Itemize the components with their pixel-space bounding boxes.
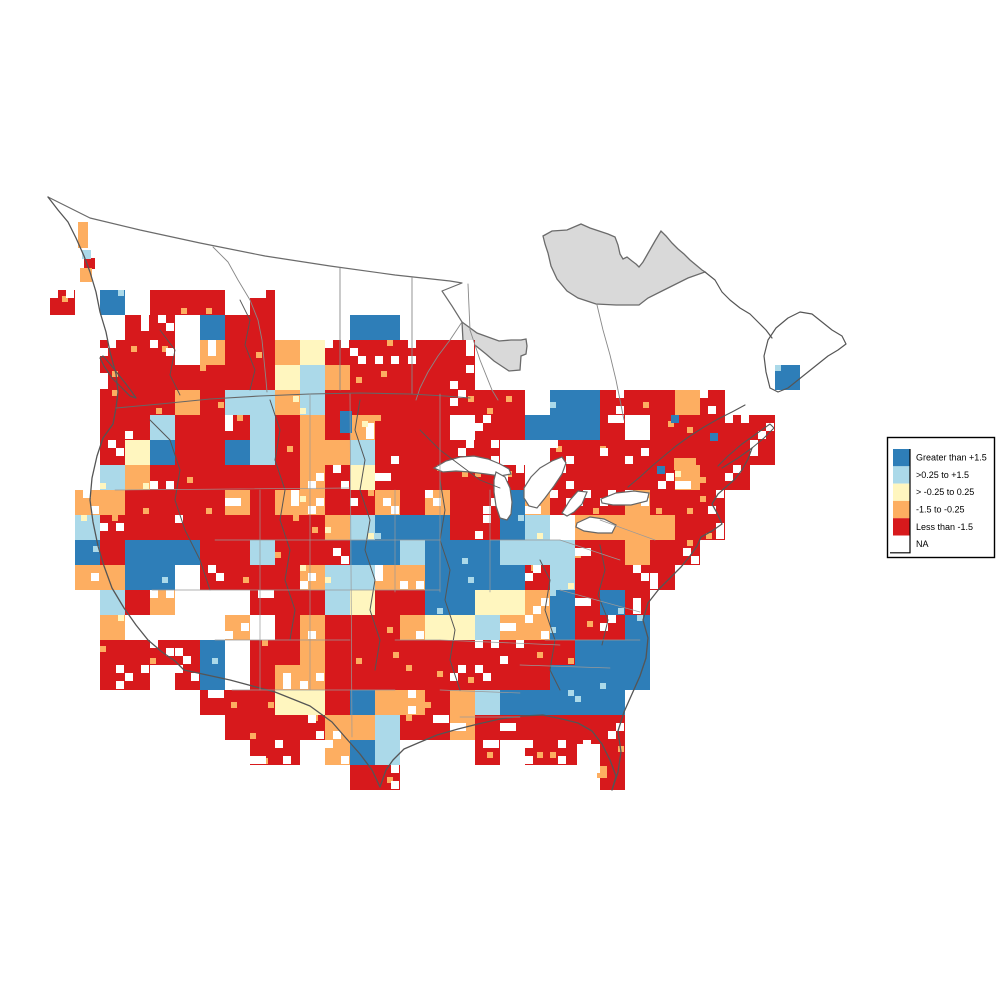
svg-text:>0.25 to +1.5: >0.25 to +1.5 [916,470,969,480]
svg-text:> -0.25 to 0.25: > -0.25 to 0.25 [916,487,974,497]
svg-text:-1.5 to -0.25: -1.5 to -0.25 [916,505,965,515]
svg-text:Greater than +1.5: Greater than +1.5 [916,453,987,463]
svg-text:NA: NA [916,539,929,549]
svg-text:Less than -1.5: Less than -1.5 [916,522,973,532]
